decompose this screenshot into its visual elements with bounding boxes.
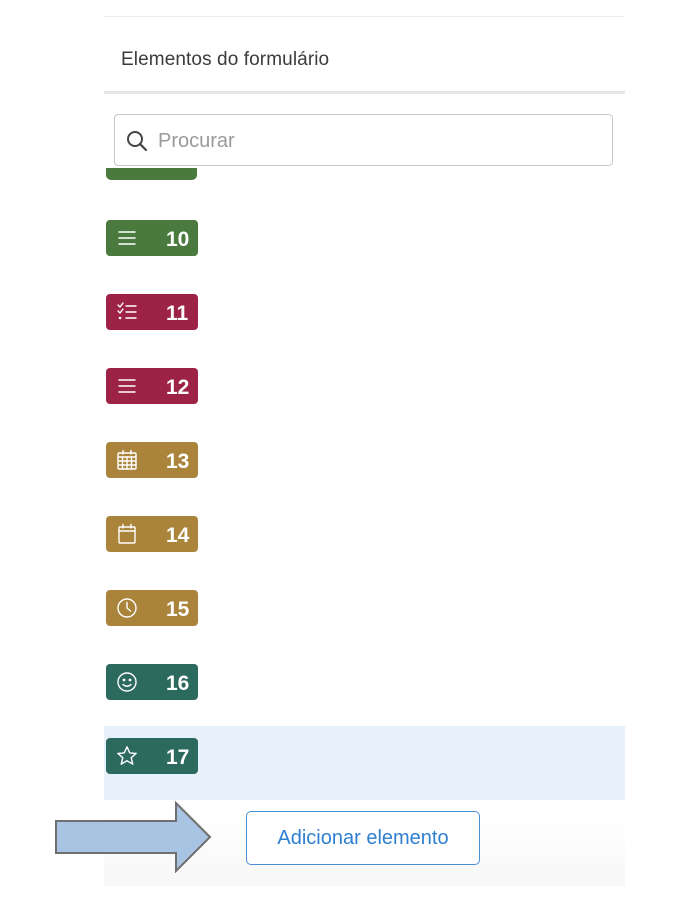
list-item[interactable]: 12 — [104, 349, 625, 423]
panel-header: Elementos do formulário — [104, 16, 625, 94]
element-badge: 16 — [106, 664, 198, 700]
search-input[interactable] — [158, 128, 598, 154]
list-item[interactable]: 14 — [104, 497, 625, 571]
element-badge: 14 — [106, 516, 198, 552]
search-box[interactable] — [114, 114, 613, 166]
element-badge: 12 — [106, 368, 198, 404]
pointer-arrow-icon — [55, 801, 212, 873]
lines-icon — [118, 231, 136, 245]
list-item[interactable]: 15 — [104, 571, 625, 645]
list-item[interactable]: 10 — [104, 201, 625, 275]
element-badge: 13 — [106, 442, 198, 478]
lines-icon — [118, 379, 136, 393]
element-badge: 11 — [106, 294, 198, 330]
panel-top-border — [104, 16, 625, 17]
element-number: 16 — [166, 672, 190, 695]
list-item[interactable]: 11 — [104, 275, 625, 349]
smiley-icon — [117, 672, 137, 692]
calendar-grid-icon — [117, 449, 137, 470]
element-number: 17 — [166, 746, 190, 769]
element-number: 14 — [166, 524, 190, 547]
element-number: 13 — [166, 450, 190, 473]
checklist-icon — [117, 302, 137, 320]
element-badge: 10 — [106, 220, 198, 256]
star-icon — [117, 746, 137, 765]
element-number: 15 — [166, 598, 190, 621]
element-number: 12 — [166, 376, 190, 399]
form-elements-panel: Elementos do formulário 10 11 12 13 14 15 16 17… — [104, 16, 625, 886]
element-number: 10 — [166, 228, 190, 251]
element-badge: 15 — [106, 590, 198, 626]
element-number: 11 — [166, 302, 189, 325]
partially-hidden-badge — [106, 168, 197, 180]
search-icon — [127, 131, 148, 152]
element-badge: 17 — [106, 738, 198, 774]
list-item[interactable]: 16 — [104, 645, 625, 719]
list-item[interactable]: 17 — [104, 726, 625, 800]
list-item[interactable]: 13 — [104, 423, 625, 497]
panel-title: Elementos do formulário — [121, 49, 330, 70]
add-element-button[interactable]: Adicionar elemento — [246, 811, 480, 865]
calendar-icon — [118, 523, 136, 544]
clock-icon — [117, 598, 137, 618]
